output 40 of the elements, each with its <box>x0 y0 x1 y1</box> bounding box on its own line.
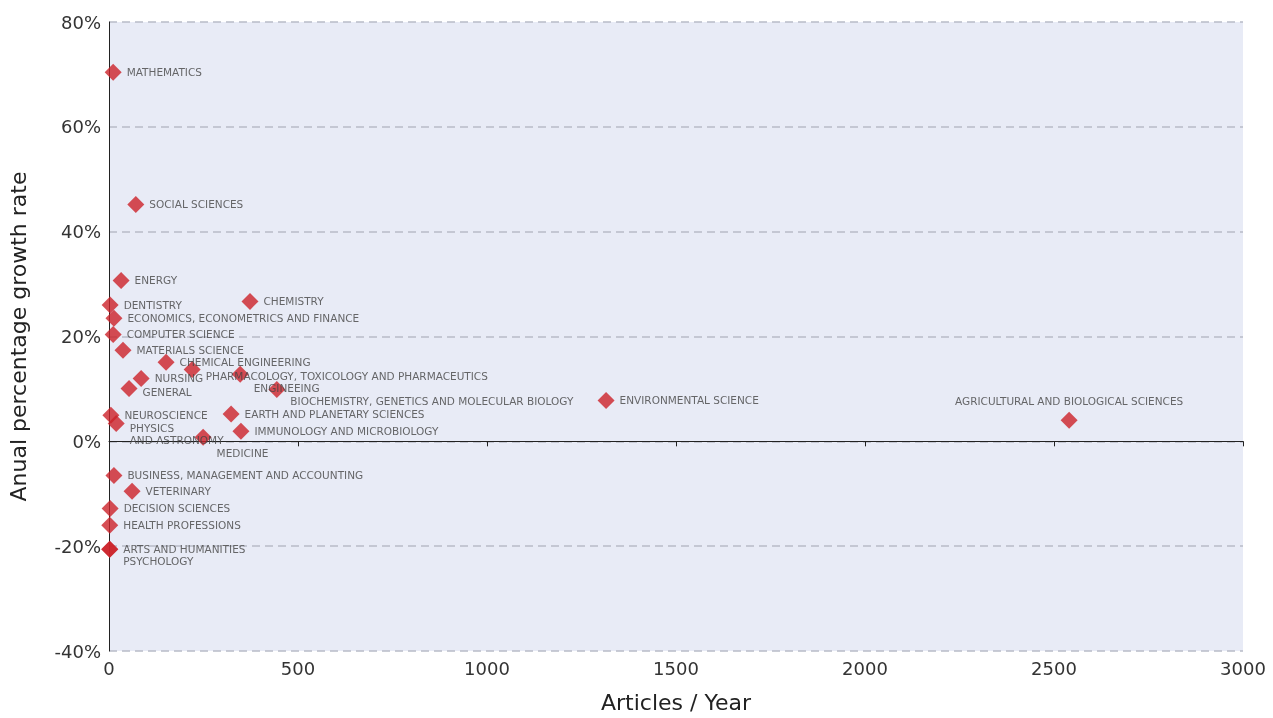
annotation: ARTS AND HUMANITIES <box>123 543 246 556</box>
annotation: CHEMICAL ENGINEERING <box>179 356 311 369</box>
annotation: ENVIRONMENTAL SCIENCE <box>619 394 759 407</box>
annotation: GENERAL <box>142 386 192 399</box>
annotation: MATHEMATICS <box>126 66 203 79</box>
y-tick-label: 80% <box>60 11 101 33</box>
y-axis-title: Anual percentage growth rate <box>5 171 31 502</box>
annotation: ENERGY <box>134 274 178 287</box>
x-tick-label: 1000 <box>464 657 510 679</box>
x-axis-title: Articles / Year <box>600 689 752 715</box>
x-tick-label: 3000 <box>1220 657 1266 679</box>
y-tick-label: -40% <box>54 640 101 662</box>
annotation: NEUROSCIENCE <box>124 409 208 422</box>
annotation: DECISION SCIENCES <box>123 502 231 515</box>
y-tick-label: 0% <box>72 430 101 452</box>
annotation: VETERINARY <box>145 485 212 498</box>
annotation: PSYCHOLOGY <box>123 555 194 568</box>
x-tick-label: 0 <box>103 657 115 679</box>
annotation: BUSINESS, MANAGEMENT AND ACCOUNTING <box>127 469 364 482</box>
x-tick-label: 1500 <box>653 657 699 679</box>
annotation: EARTH AND PLANETARY SCIENCES <box>244 408 425 421</box>
annotation: SOCIAL SCIENCES <box>149 198 244 211</box>
x-tick-label: 2500 <box>1031 657 1077 679</box>
y-tick-label: -20% <box>54 535 101 557</box>
y-tick-label: 40% <box>60 221 101 243</box>
y-tick-label: 20% <box>60 326 101 347</box>
x-tick-label: 500 <box>280 657 316 679</box>
annotation: CHEMISTRY <box>263 295 325 308</box>
annotation: MEDICINE <box>216 447 269 460</box>
annotation: AGRICULTURAL AND BIOLOGICAL SCIENCES <box>955 394 1184 407</box>
annotation: DENTISTRY <box>123 299 183 312</box>
annotation: IMMUNOLOGY AND MICROBIOLOGY <box>254 425 439 438</box>
annotation: BIOCHEMISTRY, GENETICS AND MOLECULAR BIOLOGY <box>290 395 574 408</box>
x-tick-label: 2000 <box>842 657 888 679</box>
annotation: ECONOMICS, ECONOMETRICS AND FINANCE <box>127 312 360 325</box>
annotation: HEALTH PROFESSIONS <box>123 519 242 532</box>
annotation: COMPUTER SCIENCE <box>126 328 235 341</box>
annotation: NURSING <box>154 372 204 385</box>
y-tick-label: 60% <box>60 116 101 138</box>
annotation: MATERIALS SCIENCE <box>136 344 244 357</box>
